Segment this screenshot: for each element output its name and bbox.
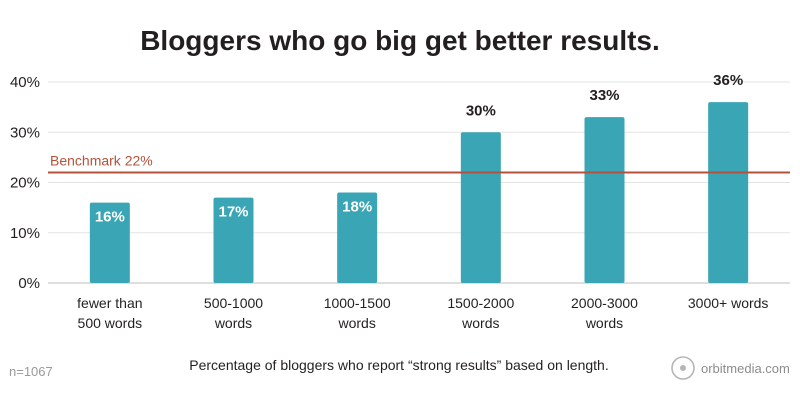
brand-name: orbitmedia.com (701, 361, 790, 376)
x-tick-label: fewer than (77, 295, 142, 311)
benchmark-label: Benchmark 22% (50, 152, 153, 168)
gridlines (48, 81, 790, 284)
x-tick-label: 500 words (78, 315, 143, 331)
y-tick-label: 10% (10, 225, 40, 242)
x-tick-label: words (585, 315, 623, 331)
x-tick-label: words (337, 315, 375, 331)
y-tick-label: 20% (10, 175, 40, 192)
data-label: 17% (218, 204, 248, 221)
y-tick-label: 0% (18, 275, 40, 292)
data-label: 36% (713, 72, 743, 89)
bars (89, 102, 749, 283)
x-tick-label: words (461, 315, 499, 331)
data-label: 33% (589, 87, 619, 104)
logo-orbit-dot (680, 365, 686, 371)
x-tick-label: 500-1000 (204, 295, 263, 311)
bar (460, 132, 501, 283)
x-tick-label: 2000-3000 (571, 295, 638, 311)
x-tick-label: 3000+ words (688, 295, 769, 311)
bar (337, 192, 378, 283)
x-tick-label: 1000-1500 (324, 295, 391, 311)
bar (213, 197, 254, 283)
labels: 0% 10% 20% 30% 40% 16% fewer than 500 words 17% 5… (10, 72, 768, 331)
data-label: 30% (466, 102, 496, 119)
logo-orbit-ring (671, 356, 695, 380)
bar (584, 117, 625, 283)
sample-size-note: n=1067 (9, 364, 53, 379)
bar (708, 102, 749, 283)
y-tick-label: 40% (10, 74, 40, 91)
data-label: 16% (95, 209, 125, 226)
chart-caption: Percentage of bloggers who report “stron… (189, 357, 608, 373)
bar (89, 202, 130, 283)
orbitmedia-logo: orbitmedia.com (671, 356, 790, 380)
x-tick-label: words (214, 315, 252, 331)
y-tick-label: 30% (10, 124, 40, 141)
x-tick-label: 1500-2000 (447, 295, 514, 311)
chart-title: Bloggers who go big get better results. (140, 25, 660, 56)
benchmark: Benchmark 22% (48, 152, 790, 174)
data-label: 18% (342, 199, 372, 216)
